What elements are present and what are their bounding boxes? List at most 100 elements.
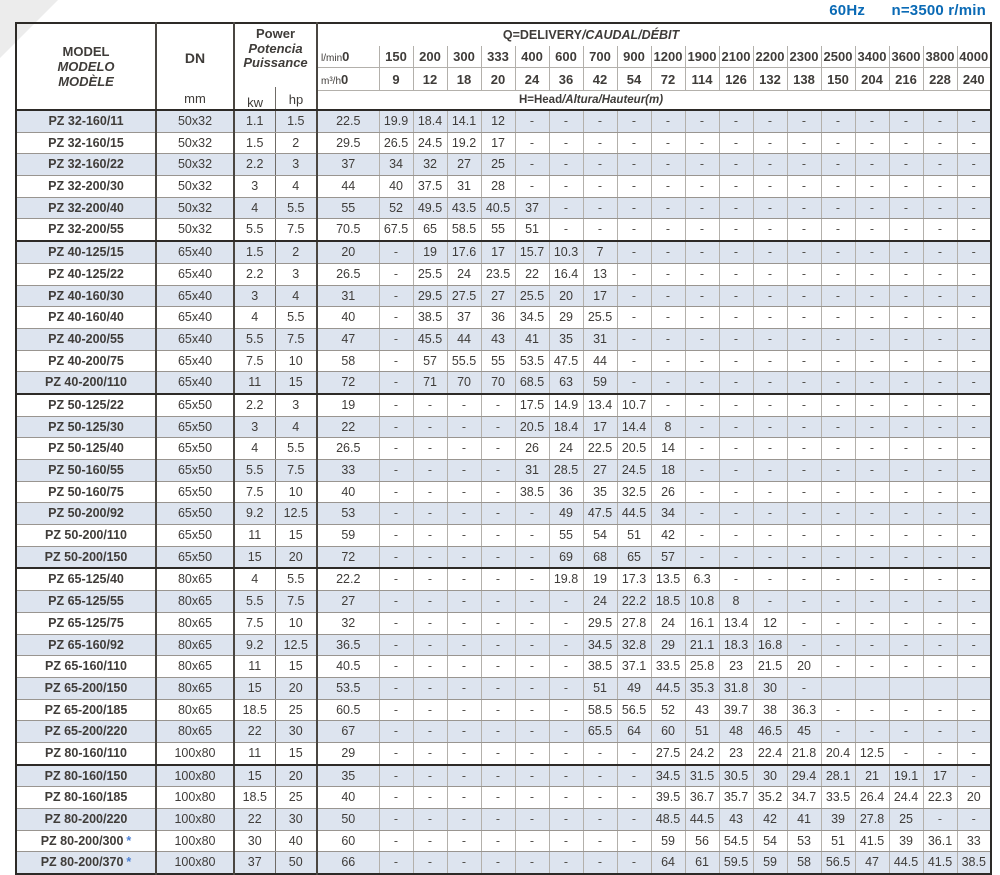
head-value-cell: -: [957, 371, 992, 395]
head-value-cell: -: [481, 568, 516, 592]
head-value-cell: 49.5: [413, 197, 448, 220]
head-value-cell: -: [923, 153, 958, 177]
head-value-cell: -: [787, 612, 822, 635]
model-cell: PZ 65-200/220: [16, 720, 157, 743]
head-value-cell: 55: [549, 524, 584, 547]
head-value-cell: 35: [317, 764, 380, 788]
lmin-value-cell: 3800: [923, 46, 958, 68]
head-value-cell: -: [957, 568, 992, 592]
kw-cell: 4: [234, 306, 276, 329]
head-value-cell: 36.7: [685, 786, 720, 809]
head-value-cell: -: [481, 677, 516, 700]
head-value-cell: 17.6: [447, 241, 482, 264]
head-value-cell: 22.5: [317, 110, 380, 133]
hp-cell: 20: [275, 546, 319, 570]
head-value-cell: 37: [515, 197, 550, 220]
head-value-cell: -: [515, 590, 550, 613]
head-value-cell: -: [379, 328, 414, 351]
kw-cell: 7.5: [234, 481, 276, 504]
head-value-cell: 10.7: [617, 393, 652, 417]
hp-cell: 25: [275, 786, 319, 809]
model-cell: PZ 32-160/11: [16, 110, 157, 133]
head-value-cell: 45.5: [413, 328, 448, 351]
head-value-cell: -: [923, 218, 958, 243]
hp-cell: 4: [275, 175, 319, 198]
head-value-cell: -: [787, 590, 822, 613]
head-value-cell: -: [821, 502, 856, 526]
head-value-cell: -: [923, 502, 958, 526]
head-value-cell: -: [481, 830, 516, 853]
head-value-cell: -: [515, 764, 550, 788]
head-value-cell: 57: [651, 546, 686, 570]
model-cell: PZ 65-125/55: [16, 590, 157, 613]
head-value-cell: 56.5: [617, 699, 652, 722]
head-value-cell: -: [549, 655, 584, 678]
kw-cell: 2.2: [234, 263, 276, 286]
head-value-cell: -: [481, 481, 516, 504]
head-value-cell: -: [617, 218, 652, 243]
head-value-cell: -: [957, 153, 992, 177]
head-value-cell: -: [889, 241, 924, 264]
head-value-cell: 25.8: [685, 655, 720, 678]
table-row: PZ 80-200/370 * 100x80 37 50 66- - - - - - - -64 61 59…: [16, 851, 992, 875]
head-value-cell: 29: [549, 306, 584, 329]
head-value-cell: 24.5: [617, 459, 652, 482]
head-value-cell: -: [379, 655, 414, 678]
head-value-cell: 37: [317, 153, 380, 177]
head-value-cell: -: [379, 590, 414, 613]
head-value-cell: -: [855, 393, 890, 417]
head-value-cell: -: [379, 350, 414, 373]
kw-label: kw: [247, 95, 263, 110]
head-value-cell: 19: [413, 241, 448, 264]
head-value-cell: 10.8: [685, 590, 720, 613]
head-value-cell: -: [753, 328, 788, 351]
head-value-cell: -: [957, 808, 992, 831]
hp-cell: 12.5: [275, 502, 319, 526]
head-value-cell: -: [379, 568, 414, 592]
head-value-cell: -: [379, 371, 414, 395]
head-value-cell: 17.3: [617, 568, 652, 592]
head-value-cell: -: [515, 786, 550, 809]
head-value-cell: -: [651, 153, 686, 177]
head-value-cell: -: [617, 132, 652, 155]
dn-cell: 65x40: [156, 263, 235, 286]
head-value-cell: -: [855, 655, 890, 678]
speed-label: n=3500 r/min: [891, 2, 986, 19]
head-value-cell: -: [515, 808, 550, 831]
head-value-cell: 31: [317, 285, 380, 308]
kw-cell: 15: [234, 677, 276, 700]
head-value-cell: 24: [549, 437, 584, 460]
dn-cell: 80x65: [156, 699, 235, 722]
head-value-cell: -: [379, 393, 414, 417]
head-value-cell: 35.7: [719, 786, 754, 809]
head-value-cell: 66: [317, 851, 380, 875]
kw-cell: 2.2: [234, 393, 276, 417]
head-value-cell: -: [889, 742, 924, 766]
m3h-value-cell: 72: [651, 67, 686, 91]
head-value-cell: -: [821, 110, 856, 133]
m3h-value-cell: 216: [889, 67, 924, 91]
head-value-cell: 37: [447, 306, 482, 329]
head-value-cell: -: [515, 546, 550, 570]
dn-cell: 65x40: [156, 285, 235, 308]
model-name: PZ 80-200/300: [40, 833, 124, 848]
model-cell: PZ 65-125/75: [16, 612, 157, 635]
head-value-cell: 17: [583, 285, 618, 308]
head-value-cell: 22.2: [617, 590, 652, 613]
kw-cell: 11: [234, 655, 276, 678]
model-name: PZ 40-200/110: [44, 375, 127, 390]
head-value-cell: 18.4: [413, 110, 448, 133]
model-cell: PZ 40-200/55: [16, 328, 157, 351]
head-value-cell: 39: [821, 808, 856, 831]
head-value-cell: 72: [317, 546, 380, 570]
head-value-cell: -: [617, 110, 652, 133]
head-value-cell: -: [787, 350, 822, 373]
model-cell: PZ 40-200/75: [16, 350, 157, 373]
head-value-cell: -: [821, 699, 856, 722]
hp-cell: 50: [275, 851, 319, 875]
head-value-cell: -: [889, 328, 924, 351]
head-value-cell: 55.5: [447, 350, 482, 373]
table-row: PZ 65-200/220 80x65 22 30 67- - - - - -65.5 64 60 51…: [16, 720, 992, 743]
head-value-cell: 34: [379, 153, 414, 177]
table-row: PZ 32-160/15 50x32 1.5 2 29.5 26.5 24.5 19.2 17-…: [16, 132, 992, 155]
